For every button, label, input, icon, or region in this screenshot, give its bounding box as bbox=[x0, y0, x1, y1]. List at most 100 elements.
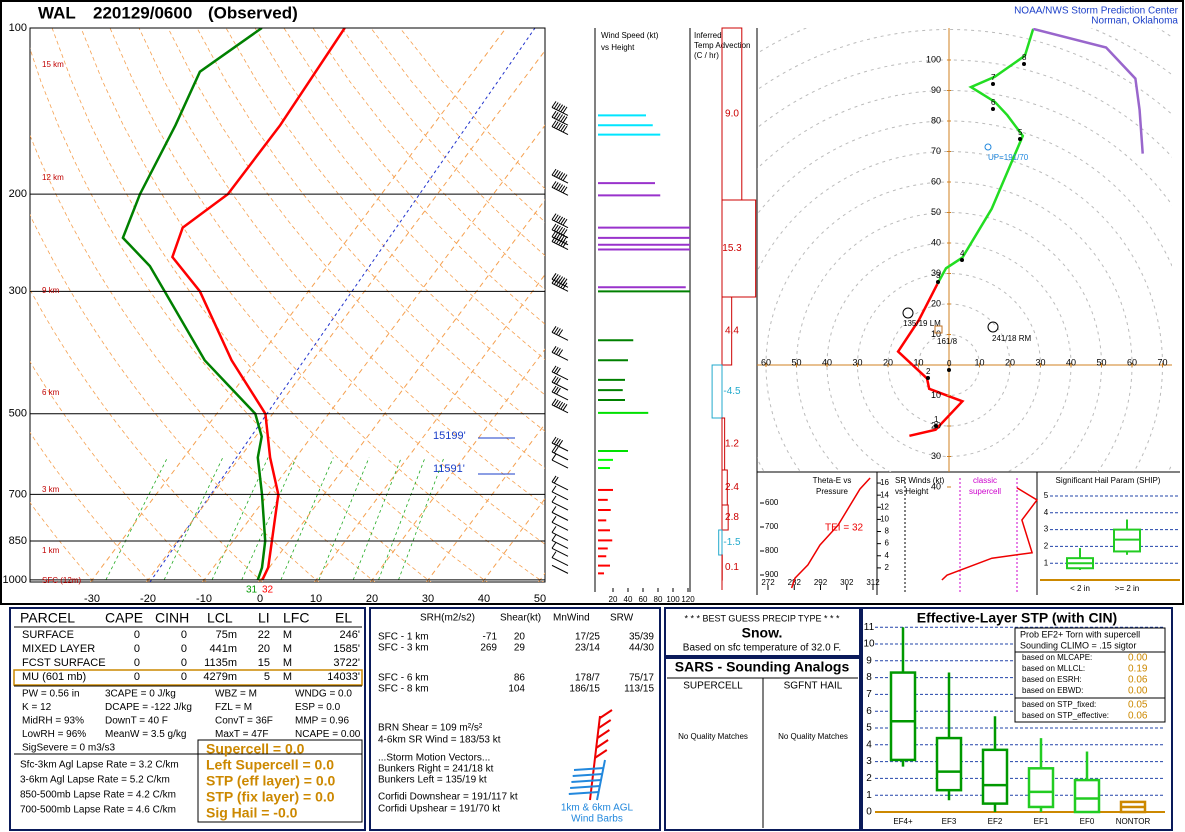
panel-title: (C / hr) bbox=[694, 51, 719, 60]
tei-label: TEI = 32 bbox=[825, 523, 864, 534]
mixing-ratio-line bbox=[211, 457, 269, 581]
stp-panel bbox=[861, 607, 1173, 831]
param: FZL = M bbox=[215, 702, 252, 713]
y-tick-label: 80 bbox=[931, 115, 941, 125]
param: MaxT = 47F bbox=[215, 729, 268, 740]
barb-feather bbox=[551, 110, 557, 118]
wind-barb bbox=[551, 346, 569, 361]
km-label: 0 bbox=[947, 359, 952, 368]
annotation: UP=191/70 bbox=[988, 153, 1029, 162]
km-label: 7 bbox=[991, 73, 996, 82]
x-tick-label: 40 bbox=[624, 595, 633, 604]
y-tick-label: 4 bbox=[1044, 508, 1049, 517]
table-cell: 178/7 bbox=[575, 673, 600, 684]
wind-barb bbox=[551, 235, 569, 250]
barb-feather bbox=[558, 123, 564, 131]
km-dot bbox=[936, 280, 940, 284]
box bbox=[1073, 778, 1101, 814]
km-dot bbox=[1022, 62, 1026, 66]
barb-feather bbox=[558, 238, 564, 246]
table-cell: 75m bbox=[216, 629, 237, 641]
kinematic-line: Bunkers Right = 241/18 kt bbox=[378, 764, 494, 775]
hodo-trace bbox=[896, 283, 965, 438]
wind-barb bbox=[551, 385, 569, 401]
barb-feather bbox=[555, 387, 561, 395]
lapse-rate: 3-6km Agl Lapse Rate = 5.2 C/km bbox=[20, 775, 170, 786]
table-cell: FCST SURFACE bbox=[22, 657, 106, 669]
dry-adiabat bbox=[254, 28, 545, 360]
advection-bar bbox=[721, 199, 757, 298]
isotherm bbox=[258, 199, 545, 582]
advection-label: 4.4 bbox=[725, 326, 739, 337]
panel-title: Wind Speed (kt) bbox=[601, 31, 659, 40]
table-header: MnWind bbox=[553, 613, 590, 624]
param: 3CAPE = 0 J/kg bbox=[105, 689, 176, 700]
info-value: 0.05 bbox=[1128, 700, 1148, 711]
dry-adiabat bbox=[225, 28, 545, 396]
y-tick-label: 500 bbox=[9, 408, 27, 420]
legend-feather bbox=[571, 779, 602, 783]
annotation: 161/8 bbox=[937, 337, 958, 346]
composite: Sig Hail = -0.0 bbox=[206, 805, 298, 821]
barb-feather bbox=[562, 404, 568, 411]
table-cell: 0 bbox=[134, 657, 140, 669]
info-label: based on EBWD: bbox=[1022, 686, 1083, 695]
sars-result: No Quality Matches bbox=[678, 732, 748, 741]
barb-feather bbox=[551, 326, 557, 333]
table-cell: 0 bbox=[134, 671, 140, 683]
barb-feather bbox=[555, 438, 561, 446]
panel-title: vs Height bbox=[601, 43, 635, 52]
wind-barb bbox=[551, 516, 569, 531]
kinematic-line: Corfidi Upshear = 191/70 kt bbox=[378, 804, 500, 815]
x-tick-label: 30 bbox=[1035, 357, 1045, 367]
precip-panel bbox=[664, 607, 861, 657]
wind-barb bbox=[551, 445, 569, 461]
x-tick-label: EF4+ bbox=[893, 817, 913, 826]
barb-feather bbox=[555, 400, 561, 408]
mixing-ratio-line bbox=[163, 457, 224, 581]
param: WNDG = 0.0 bbox=[295, 689, 352, 700]
barb-feather bbox=[562, 282, 568, 290]
y-tick-label: 4 bbox=[866, 739, 872, 750]
lapse-rate: 850-500mb Lapse Rate = 4.2 C/km bbox=[20, 790, 176, 801]
km-dot bbox=[947, 368, 951, 372]
barb-feather bbox=[562, 229, 568, 236]
info-title: Sounding CLIMO = .15 sigtor bbox=[1020, 640, 1136, 650]
table-cell: SURFACE bbox=[22, 629, 74, 641]
kinematic-line: ...Storm Motion Vectors... bbox=[378, 753, 490, 764]
wind-barb bbox=[551, 485, 569, 501]
table-cell: 75/17 bbox=[629, 673, 654, 684]
level-label: 15199' bbox=[433, 430, 466, 442]
barb-staff bbox=[551, 501, 569, 511]
legend-feather bbox=[595, 739, 609, 749]
stp-title: Effective-Layer STP (with CIN) bbox=[917, 610, 1117, 626]
barb-feather bbox=[555, 215, 561, 223]
barb-feather bbox=[560, 402, 566, 410]
table-cell: SFC - 1 km bbox=[378, 632, 429, 643]
box bbox=[889, 671, 917, 762]
barb-feather bbox=[553, 446, 559, 454]
dry-adiabat bbox=[196, 28, 545, 432]
info-title: Prob EF2+ Torn with supercell bbox=[1020, 629, 1140, 639]
up-marker bbox=[984, 143, 992, 151]
legend-feather bbox=[572, 773, 603, 777]
table-cell: SFC - 3 km bbox=[378, 643, 429, 654]
barb-feather bbox=[560, 115, 566, 122]
km-label: 8 bbox=[1022, 53, 1027, 62]
table-cell: 0 bbox=[181, 671, 187, 683]
info-box bbox=[1014, 627, 1166, 723]
table-cell: 4279m bbox=[203, 671, 237, 683]
barb-feather bbox=[555, 237, 561, 245]
barb-feather bbox=[562, 218, 568, 226]
barb-feather bbox=[551, 273, 557, 280]
barb-feather bbox=[553, 327, 559, 334]
param: ConvT = 36F bbox=[215, 716, 273, 727]
table-cell: 14033' bbox=[327, 671, 360, 683]
table-cell: 186/15 bbox=[569, 684, 600, 695]
y-tick-label: 800 bbox=[765, 546, 779, 555]
barb-staff bbox=[551, 126, 569, 136]
y-tick-label: 0 bbox=[866, 807, 872, 818]
param: K = 12 bbox=[22, 702, 52, 713]
wind-barb bbox=[551, 181, 569, 196]
x-tick-label: -20 bbox=[140, 593, 156, 605]
